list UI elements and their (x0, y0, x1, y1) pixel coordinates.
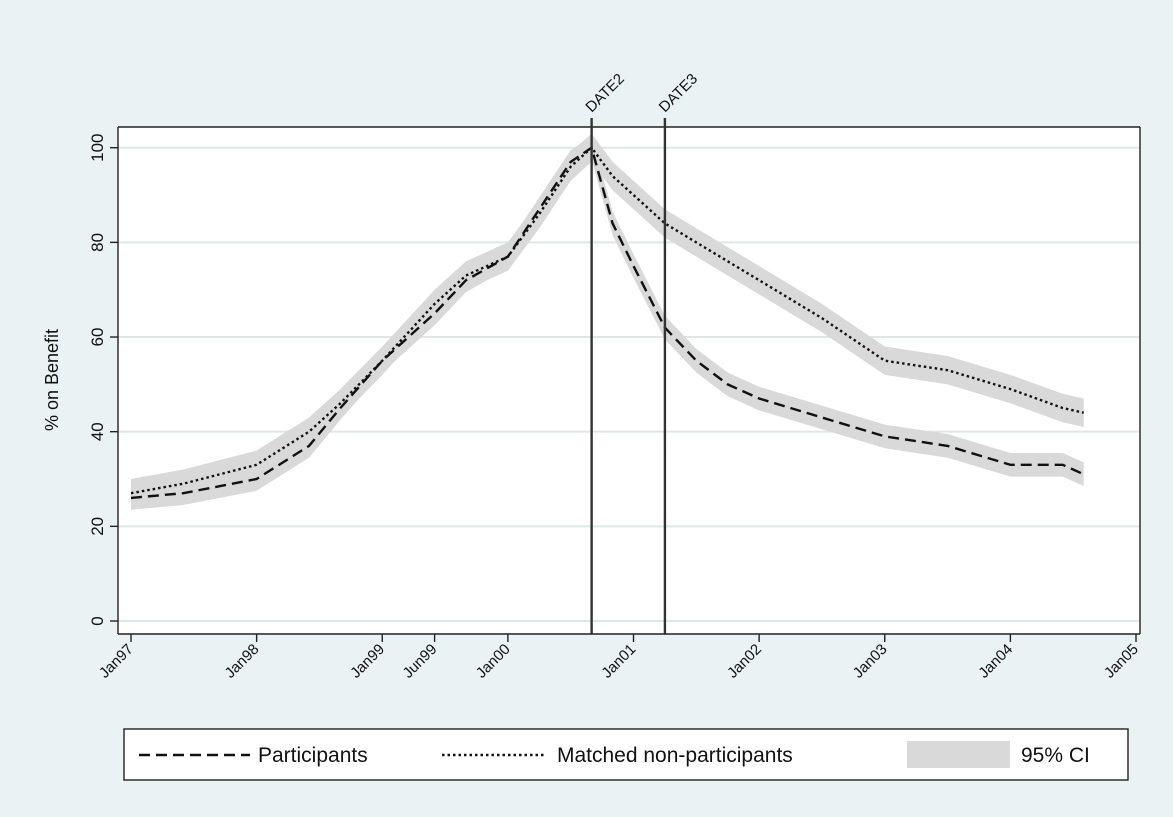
legend-key-ci (907, 741, 1010, 768)
legend-label-participants: Participants (258, 744, 368, 767)
y-tick-label: 80 (88, 233, 107, 252)
y-tick-label: 0 (88, 616, 107, 625)
legend-label-ci: 95% CI (1021, 744, 1090, 767)
y-tick-label: 20 (88, 517, 107, 536)
ci-band-participants (131, 135, 1084, 510)
legend-label-matched-non-participants: Matched non-participants (557, 744, 793, 767)
series-line-participants (130, 145, 1085, 500)
ci-band-matched-non-participants (131, 133, 1084, 508)
y-axis-label: % on Benefit (42, 329, 62, 431)
y-tick-label: 40 (88, 422, 107, 441)
y-tick-label: 100 (88, 134, 107, 162)
series-line-matched-non-participants (130, 145, 1084, 495)
y-tick-label: 60 (88, 328, 107, 347)
